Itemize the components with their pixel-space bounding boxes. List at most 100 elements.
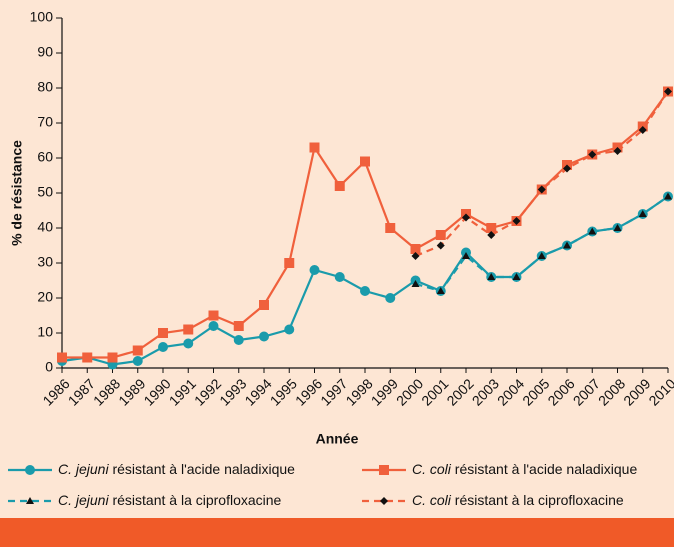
marker xyxy=(588,227,597,235)
marker xyxy=(411,252,420,260)
legend-label: C. jejuni résistant à l'acide naladixiqu… xyxy=(58,461,295,477)
x-tick-label: 2007 xyxy=(570,375,603,408)
marker xyxy=(107,352,118,363)
legend-label-rest: résistant à la ciprofloxacine xyxy=(109,492,282,508)
marker xyxy=(462,252,470,259)
legend-label-rest: résistant à l'acide naladixique xyxy=(451,461,638,477)
series-line xyxy=(62,90,669,359)
marker xyxy=(462,213,470,222)
marker xyxy=(537,252,546,259)
y-tick-label: 100 xyxy=(30,9,54,25)
marker xyxy=(334,272,345,282)
marker xyxy=(487,231,496,239)
marker xyxy=(379,465,389,475)
marker xyxy=(638,210,647,217)
y-tick-label: 50 xyxy=(37,184,53,200)
marker xyxy=(385,293,396,303)
legend-label-rest: résistant à la ciprofloxacine xyxy=(451,492,624,508)
marker xyxy=(411,280,420,287)
footer-band xyxy=(0,518,674,547)
marker xyxy=(360,286,370,296)
y-tick-label: 60 xyxy=(37,149,53,165)
x-tick-label: 2001 xyxy=(418,375,451,408)
x-tick-label: 2002 xyxy=(443,375,476,408)
marker xyxy=(259,300,269,310)
marker xyxy=(613,147,622,155)
marker xyxy=(82,352,93,363)
marker xyxy=(334,181,345,191)
x-tick-label: 1994 xyxy=(241,375,274,408)
marker xyxy=(158,328,168,338)
marker xyxy=(512,273,521,280)
legend-label-italic: C. coli xyxy=(412,492,452,508)
marker xyxy=(284,258,295,268)
x-tick-label: 1989 xyxy=(115,375,148,408)
legend-label-italic: C. coli xyxy=(412,461,452,477)
legend-label: C. coli résistant à la ciprofloxacine xyxy=(412,492,624,508)
y-axis-label: % de résistance xyxy=(9,140,25,246)
marker xyxy=(380,497,388,505)
marker xyxy=(486,223,497,233)
marker xyxy=(25,465,35,475)
marker xyxy=(410,244,421,254)
series-line xyxy=(415,90,669,258)
legend-label: C. coli résistant à l'acide naladixique xyxy=(412,461,637,477)
x-tick-label: 2006 xyxy=(544,375,577,408)
x-tick-label: 1997 xyxy=(317,375,350,408)
x-tick-label: 1986 xyxy=(39,375,72,408)
marker xyxy=(385,223,396,233)
x-tick-label: 2003 xyxy=(469,375,502,408)
marker xyxy=(512,217,521,225)
y-tick-label: 20 xyxy=(37,289,53,305)
y-tick-label: 90 xyxy=(37,44,53,60)
marker xyxy=(233,335,244,345)
x-tick-label: 1987 xyxy=(65,375,98,408)
marker xyxy=(183,338,194,349)
x-tick-label: 2004 xyxy=(494,375,527,408)
marker xyxy=(638,126,647,134)
x-tick-label: 1990 xyxy=(140,375,173,408)
x-tick-label: 1992 xyxy=(191,375,224,408)
marker xyxy=(309,265,320,275)
legend-label: C. jejuni résistant à la ciprofloxacine xyxy=(58,492,282,508)
x-axis-label: Année xyxy=(316,431,359,447)
marker xyxy=(132,356,143,366)
marker xyxy=(309,142,320,153)
x-tick-label: 1999 xyxy=(368,375,401,408)
y-tick-label: 0 xyxy=(45,359,53,375)
legend-label-italic: C. jejuni xyxy=(58,461,109,477)
x-tick-label: 2005 xyxy=(519,375,552,408)
y-tick-label: 80 xyxy=(37,79,53,95)
marker xyxy=(284,324,295,335)
x-tick-label: 2009 xyxy=(620,375,653,408)
x-tick-label: 2010 xyxy=(645,375,674,408)
marker xyxy=(183,324,194,335)
marker xyxy=(436,287,445,294)
x-tick-label: 1988 xyxy=(90,375,123,408)
marker xyxy=(537,185,546,194)
x-tick-label: 1996 xyxy=(292,375,325,408)
marker xyxy=(588,150,597,159)
series-line xyxy=(415,195,669,293)
marker xyxy=(26,497,34,504)
marker xyxy=(664,87,672,96)
x-tick-label: 1991 xyxy=(166,375,199,408)
marker xyxy=(487,273,496,280)
y-tick-label: 40 xyxy=(37,219,53,235)
x-tick-label: 1998 xyxy=(342,375,375,408)
marker xyxy=(132,345,143,356)
series xyxy=(411,87,672,260)
series xyxy=(411,192,672,294)
marker xyxy=(158,342,168,352)
series xyxy=(57,86,673,363)
x-tick-label: 1993 xyxy=(216,375,249,408)
legend-label-italic: C. jejuni xyxy=(58,492,109,508)
marker xyxy=(563,164,571,173)
marker xyxy=(563,241,571,249)
legend-label-rest: résistant à l'acide naladixique xyxy=(109,461,296,477)
marker xyxy=(664,192,672,200)
marker xyxy=(435,230,446,240)
marker xyxy=(436,241,445,250)
x-tick-label: 1995 xyxy=(267,375,300,408)
